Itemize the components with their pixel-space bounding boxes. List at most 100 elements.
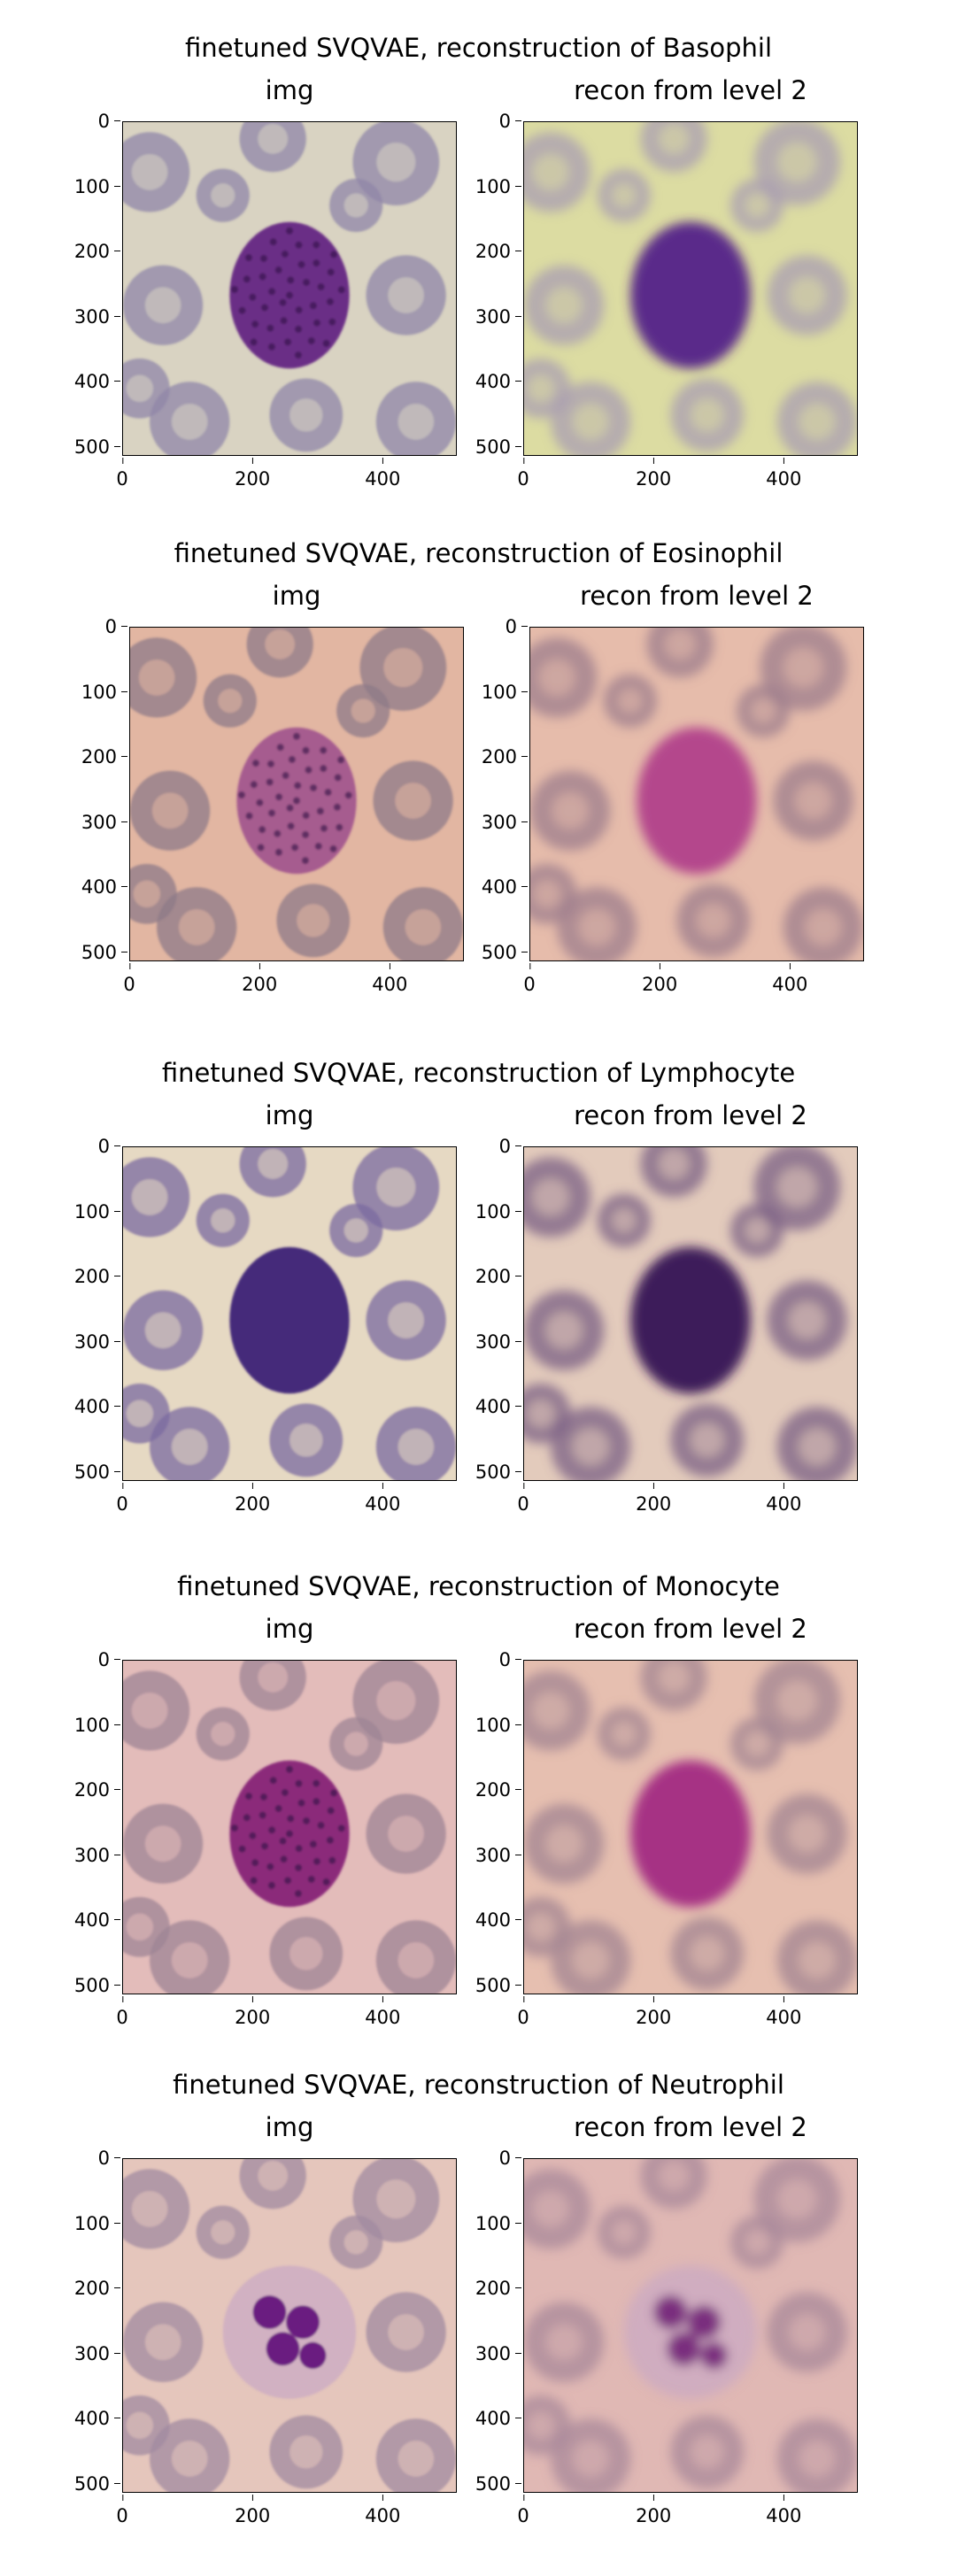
- y-tick-label: 0: [97, 1649, 121, 1670]
- y-tick-label: 500: [475, 2472, 522, 2495]
- x-tick-label: 200: [636, 2495, 672, 2526]
- y-tick-label: 300: [73, 1330, 121, 1353]
- panel-title: img: [265, 1614, 314, 1644]
- reconstruction-panel: recon from level 2 0 100 200 300 400 500 0 200 40…: [475, 1614, 858, 2028]
- y-tick-label: 500: [73, 436, 121, 458]
- cell-image: [523, 2158, 858, 2493]
- y-tick-label: 400: [475, 1396, 522, 1418]
- y-tick-label: 100: [481, 681, 529, 703]
- reconstruction-panel: recon from level 2 0 100 200 300 400 500 0 200 40…: [475, 2112, 858, 2526]
- nucleus-lobe: [266, 2332, 300, 2366]
- y-tick-label: 200: [73, 1779, 121, 1801]
- reconstruction-panel: recon from level 2 0 100 200 300 400 500 0 200 40…: [475, 75, 858, 490]
- y-tick-label: 100: [73, 1200, 121, 1222]
- nucleus-lobe: [286, 2305, 320, 2340]
- y-tick-label: 300: [475, 1844, 522, 1866]
- input-image-panel: img 0 100 200 300 400 500 0 200 400: [74, 1100, 457, 1515]
- y-tick-label: 100: [73, 2212, 121, 2234]
- x-tick-label: 400: [772, 963, 808, 995]
- white-blood-cell: [229, 1246, 350, 1394]
- white-blood-cell: [630, 221, 751, 369]
- cell-image: [529, 627, 864, 961]
- nucleus-lobe: [653, 2295, 688, 2329]
- y-tick-label: 500: [475, 1461, 522, 1483]
- figure-title: finetuned SVQVAE, reconstruction of Mono…: [177, 1571, 780, 1601]
- y-tick-label: 0: [97, 111, 121, 132]
- nucleus-lobe: [667, 2332, 701, 2366]
- figure-title: finetuned SVQVAE, reconstruction of Neut…: [173, 2070, 784, 2100]
- x-tick-label: 200: [235, 1996, 271, 2028]
- panel-title: recon from level 2: [580, 581, 814, 611]
- y-tick-label: 300: [73, 2342, 121, 2364]
- y-tick-label: 500: [475, 1974, 522, 1996]
- x-tick-label: 0: [123, 963, 135, 995]
- input-image-panel: img 0 100 200 300 400 500 0 200 400: [81, 581, 464, 995]
- panel-title: img: [272, 581, 321, 611]
- y-tick-label: 400: [73, 371, 121, 393]
- y-tick-label: 200: [481, 746, 529, 768]
- y-tick-label: 500: [73, 2472, 121, 2495]
- panel-title: img: [265, 1100, 314, 1130]
- y-tick-label: 400: [475, 2408, 522, 2430]
- y-tick-label: 400: [475, 1909, 522, 1932]
- figure-title: finetuned SVQVAE, reconstruction of Baso…: [184, 33, 773, 63]
- panel-title: img: [265, 2112, 314, 2142]
- x-tick-label: 200: [636, 1483, 672, 1515]
- y-tick-label: 200: [73, 2278, 121, 2300]
- cell-image: [523, 121, 858, 456]
- x-tick-label: 0: [116, 2495, 128, 2526]
- y-tick-label: 500: [73, 1974, 121, 1996]
- cell-image: [523, 1660, 858, 1994]
- y-tick-label: 400: [73, 1909, 121, 1932]
- x-tick-label: 0: [517, 1996, 529, 2028]
- reconstruction-panel: recon from level 2 0 100 200 300 400 500 0 200 40…: [482, 581, 864, 995]
- panel-title: recon from level 2: [574, 1100, 807, 1130]
- x-tick-label: 400: [365, 2495, 401, 2526]
- x-tick-label: 0: [116, 1996, 128, 2028]
- y-tick-label: 400: [475, 371, 522, 393]
- cell-image: [122, 2158, 457, 2493]
- y-tick-label: 200: [81, 746, 128, 768]
- input-image-panel: img 0 100 200 300 400 500 0 200 400: [74, 75, 457, 490]
- panel-title: img: [265, 75, 314, 105]
- x-tick-label: 400: [766, 2495, 802, 2526]
- y-tick-label: 100: [81, 681, 128, 703]
- cell-image: [122, 121, 457, 456]
- cell-image: [523, 1146, 858, 1481]
- cell-image: [129, 627, 464, 961]
- cell-image: [122, 1660, 457, 1994]
- y-tick-label: 500: [475, 436, 522, 458]
- y-tick-label: 100: [475, 1714, 522, 1736]
- y-tick-label: 0: [498, 2148, 522, 2169]
- y-tick-label: 200: [475, 2278, 522, 2300]
- y-tick-label: 200: [73, 1266, 121, 1288]
- x-tick-label: 0: [116, 458, 128, 490]
- y-tick-label: 100: [475, 175, 522, 197]
- y-tick-label: 0: [498, 1649, 522, 1670]
- y-tick-label: 500: [481, 941, 529, 963]
- y-tick-label: 300: [81, 811, 128, 833]
- y-tick-label: 400: [73, 1396, 121, 1418]
- white-blood-cell: [630, 1246, 751, 1394]
- input-image-panel: img 0 100 200 300 400 500 0 200 400: [74, 2112, 457, 2526]
- x-tick-label: 200: [235, 1483, 271, 1515]
- x-tick-label: 400: [365, 1483, 401, 1515]
- panel-title: recon from level 2: [574, 75, 807, 105]
- y-tick-label: 300: [475, 1330, 522, 1353]
- y-tick-label: 100: [73, 1714, 121, 1736]
- x-tick-label: 0: [517, 2495, 529, 2526]
- nucleus-lobe: [700, 2341, 728, 2369]
- y-tick-label: 300: [73, 1844, 121, 1866]
- y-tick-label: 300: [475, 305, 522, 328]
- y-tick-label: 200: [475, 241, 522, 263]
- x-tick-label: 0: [517, 1483, 529, 1515]
- y-tick-label: 300: [475, 2342, 522, 2364]
- x-tick-label: 400: [766, 1996, 802, 2028]
- y-tick-label: 500: [81, 941, 128, 963]
- x-tick-label: 200: [636, 458, 672, 490]
- panel-title: recon from level 2: [574, 2112, 807, 2142]
- y-tick-label: 400: [81, 876, 128, 899]
- x-tick-label: 0: [523, 963, 536, 995]
- x-tick-label: 400: [766, 1483, 802, 1515]
- x-tick-label: 0: [116, 1483, 128, 1515]
